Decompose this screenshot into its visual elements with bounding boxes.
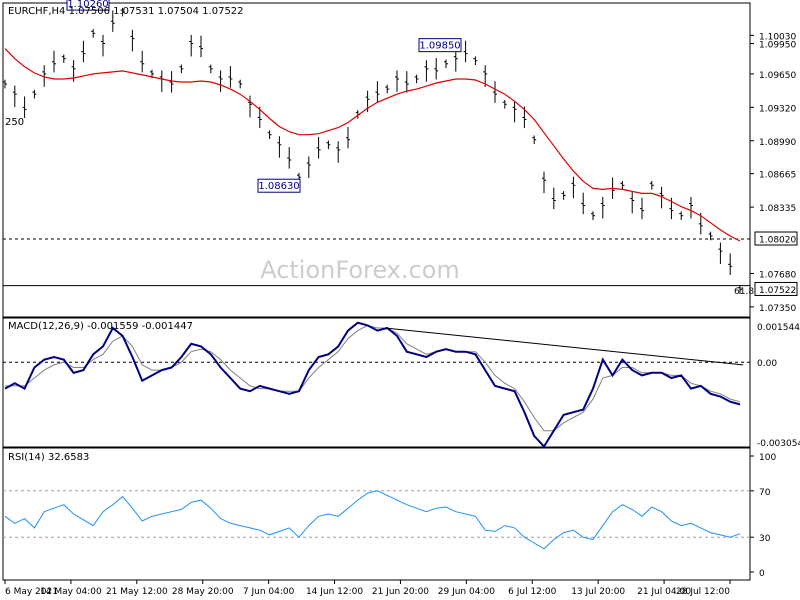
price-chart-title: EURCHF,H4 1.07506 1.07531 1.07504 1.0752… [8, 6, 244, 17]
x-tick-label: 21 Jun 20:00 [372, 587, 429, 597]
macd-main-line [4, 321, 741, 449]
x-tick-label: 29 Jun 04:00 [438, 587, 495, 597]
y-tick-label: 1.08665 [759, 171, 796, 181]
annotation-label: 1.08630 [258, 181, 299, 192]
y-tick-label: 0.001544 [757, 323, 800, 333]
x-tick-label: 21 Jul 04:00 [637, 587, 691, 597]
price-series-layer: 1.10260 1.08630 1.09850 [3, 0, 750, 294]
y-tick-label: 0.00 [757, 359, 777, 369]
x-tick-label: 6 Jul 12:00 [508, 587, 557, 597]
x-tick-label: 13 Jul 20:00 [571, 587, 625, 597]
price-annotation: 1.09850 [418, 38, 462, 53]
price-tag-label: 1.08020 [759, 236, 796, 246]
price-tag-box [754, 281, 798, 296]
watermark: ActionForex.com [260, 256, 460, 284]
rsi-chart-title: RSI(14) 32.6583 [8, 452, 89, 463]
annotation-box [418, 38, 462, 53]
macd-trendline [384, 327, 744, 366]
rsi-series-layer [3, 490, 750, 550]
y-tick-label: 1.08990 [759, 138, 796, 148]
annotation-box [66, 0, 110, 11]
annotation-label: 1.10260 [67, 0, 108, 10]
x-tick-label: 28 Jul 12:00 [676, 587, 730, 597]
y-tick-label: 1.09320 [759, 104, 796, 114]
x-tick-label: 7 Jun 04:00 [243, 587, 295, 597]
price-tag-label: 1.07522 [759, 286, 796, 296]
y-tick-label: 1.07680 [759, 270, 796, 280]
price-panel-frame [2, 2, 751, 318]
x-tick-label: 14 May 04:00 [40, 587, 102, 597]
macd-signal-line [5, 324, 741, 432]
x-tick-label: 21 May 12:00 [106, 587, 168, 597]
fib-label: 61.8 [734, 287, 754, 297]
x-tick-label: 6 May 2021 [5, 587, 58, 597]
y-tick-label: 1.09650 [759, 71, 796, 81]
x-tick-label: 14 Jun 12:00 [306, 587, 363, 597]
sma-label: 250 [5, 117, 24, 128]
y-tick-label: 70 [759, 488, 771, 498]
price-tag-box [754, 231, 798, 246]
price-annotation: 1.10260 [66, 0, 110, 11]
macd-chart-title: MACD(12,26,9) -0.001559 -0.001447 [8, 321, 193, 332]
y-tick-label: 1.08335 [759, 204, 796, 214]
price-annotation: 1.08630 [257, 178, 301, 193]
y-tick-label: 0 [759, 569, 765, 579]
y-tick-label: 1.07350 [759, 304, 796, 314]
y-tick-label: -0.003054 [757, 439, 800, 449]
macd-panel-frame [2, 317, 751, 448]
rsi-line [4, 490, 741, 550]
rsi-panel-frame [2, 447, 751, 581]
y-tick-label: 30 [759, 534, 771, 544]
y-tick-label: 1.09950 [759, 41, 796, 51]
y-tick-label: 1.10030 [759, 32, 796, 42]
macd-y-axis: 0.001544 0.00 -0.003054 [757, 323, 800, 449]
y-tick-label: 100 [759, 453, 776, 463]
macd-series-layer [3, 321, 750, 449]
moving-average-line [4, 48, 741, 242]
rsi-y-axis: 100 70 30 0 [750, 453, 776, 579]
annotation-label: 1.09850 [419, 41, 460, 52]
x-tick-label: 28 May 20:00 [172, 587, 234, 597]
annotation-box [257, 178, 301, 193]
